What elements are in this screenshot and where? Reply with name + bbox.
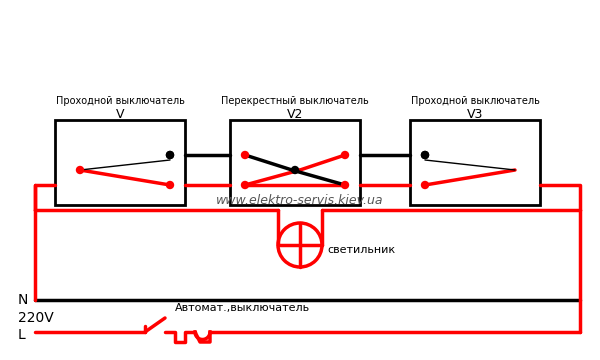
Bar bbox=[410, 120, 540, 205]
Text: Автомат.,выключатель: Автомат.,выключатель bbox=[175, 303, 310, 313]
Circle shape bbox=[292, 166, 299, 174]
Text: 220V: 220V bbox=[18, 311, 54, 325]
Circle shape bbox=[167, 152, 173, 158]
Text: светильник: светильник bbox=[327, 245, 395, 255]
Text: L: L bbox=[18, 328, 26, 342]
Circle shape bbox=[241, 181, 248, 189]
Circle shape bbox=[241, 152, 248, 158]
Circle shape bbox=[167, 181, 173, 189]
Circle shape bbox=[341, 152, 349, 158]
Circle shape bbox=[167, 152, 173, 158]
Circle shape bbox=[341, 181, 349, 189]
Text: www.elektro-servis.kiev.ua: www.elektro-servis.kiev.ua bbox=[216, 194, 384, 207]
Text: V3: V3 bbox=[467, 108, 483, 121]
Circle shape bbox=[421, 181, 428, 189]
Circle shape bbox=[421, 152, 428, 158]
Bar bbox=[230, 120, 360, 205]
Text: N: N bbox=[18, 293, 28, 307]
Text: Проходной выключатель: Проходной выключатель bbox=[56, 96, 184, 106]
Circle shape bbox=[421, 152, 428, 158]
Circle shape bbox=[77, 166, 83, 174]
Bar bbox=[55, 120, 185, 205]
Text: Перекрестный выключатель: Перекрестный выключатель bbox=[221, 96, 369, 106]
Text: V2: V2 bbox=[287, 108, 303, 121]
Text: V: V bbox=[116, 108, 124, 121]
Text: Проходной выключатель: Проходной выключатель bbox=[410, 96, 539, 106]
